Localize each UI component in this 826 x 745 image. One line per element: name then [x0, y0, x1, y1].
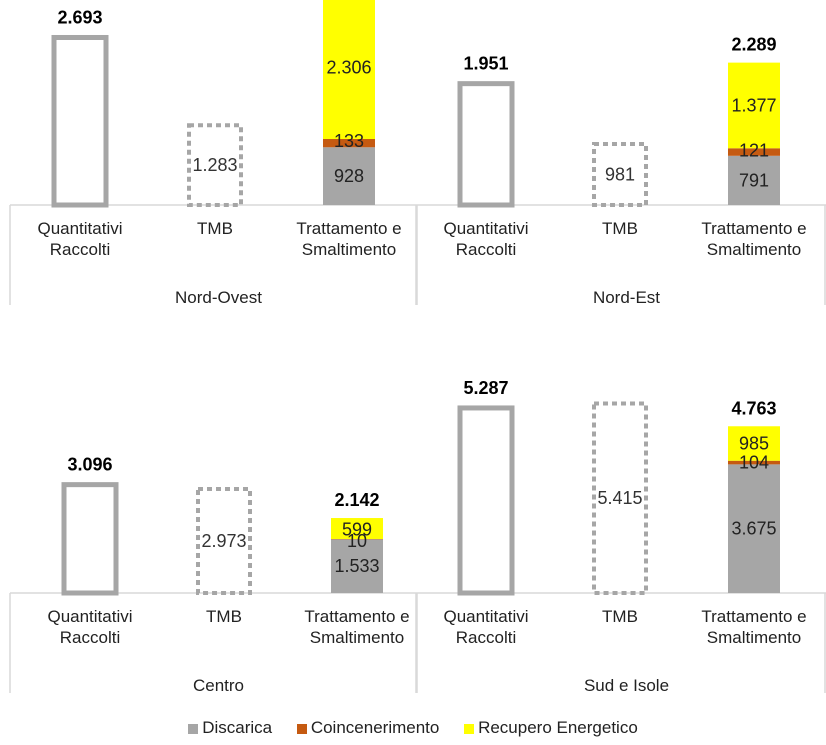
region-label-nord-est: Nord-Est [593, 288, 660, 307]
category-label-quantitativi-raccolti-nord-ovest: Raccolti [50, 240, 110, 259]
chart-svg: 2.6931.2839281332.3063.367QuantitativiRa… [9, 0, 826, 695]
data-label-total-nord-est: 2.289 [731, 35, 776, 55]
data-label-recupero-energetico-nord-ovest: 2.306 [326, 57, 371, 77]
bar-quantitativi-sud-e-isole [457, 405, 515, 596]
bar-segment-discarica-nord-est [728, 155, 780, 205]
bar-segment-recupero-energetico-sud-e-isole [728, 426, 780, 461]
data-label-total-sud-e-isole: 4.763 [731, 398, 776, 418]
bar-quantitativi-centro [61, 482, 119, 596]
legend-label-recupero-energetico: Recupero Energetico [478, 718, 638, 737]
category-label-trattamento-e-smaltimento-centro: Trattamento e [304, 607, 409, 626]
data-label-quantitativi-nord-est: 1.951 [463, 54, 508, 74]
category-label-quantitativi-raccolti-nord-est: Raccolti [456, 240, 516, 259]
chart-legend: Discarica Coincenerimento Recupero Energ… [0, 718, 826, 738]
data-label-coincenerimento-nord-est: 121 [739, 140, 769, 160]
bar-segment-coincenerimento-nord-est [728, 148, 780, 156]
category-label-tmb-sud-e-isole: TMB [602, 607, 638, 626]
bar-segment-discarica-nord-ovest [323, 147, 375, 205]
data-label-tmb-nord-est: 981 [605, 164, 635, 184]
bar-segment-coincenerimento-sud-e-isole [728, 460, 780, 465]
bar-segment-discarica-centro [331, 539, 383, 593]
region-label-nord-ovest: Nord-Ovest [175, 288, 262, 307]
bar-segment-recupero-energetico-nord-est [728, 62, 780, 149]
data-label-tmb-nord-ovest: 1.283 [192, 155, 237, 175]
data-label-total-centro: 2.142 [334, 490, 379, 510]
category-label-tmb-nord-est: TMB [602, 219, 638, 238]
bar-segment-coincenerimento-nord-ovest [323, 139, 375, 148]
data-label-recupero-energetico-nord-est: 1.377 [731, 95, 776, 115]
legend-label-coincenerimento: Coincenerimento [310, 718, 440, 737]
bar-segment-recupero-energetico-centro [331, 518, 383, 539]
bar-quantitativi-nord-ovest [51, 34, 109, 208]
data-label-discarica-nord-est: 791 [739, 170, 769, 190]
bar-segment-recupero-energetico-nord-ovest [323, 0, 375, 140]
category-label-trattamento-e-smaltimento-nord-est: Trattamento e [701, 219, 806, 238]
bar-tmb-sud-e-isole [592, 401, 648, 595]
data-label-quantitativi-sud-e-isole: 5.287 [463, 378, 508, 398]
category-label-trattamento-e-smaltimento-centro: Smaltimento [310, 628, 404, 647]
legend-item-recupero-energetico: Recupero Energetico [464, 718, 638, 738]
data-label-coincenerimento-nord-ovest: 133 [334, 131, 364, 151]
data-label-discarica-sud-e-isole: 3.675 [731, 519, 776, 539]
data-label-coincenerimento-sud-e-isole: 104 [739, 453, 769, 473]
legend-label-discarica: Discarica [202, 718, 273, 737]
category-label-quantitativi-raccolti-sud-e-isole: Quantitativi [443, 607, 528, 626]
region-label-sud-e-isole: Sud e Isole [584, 676, 669, 695]
category-label-quantitativi-raccolti-centro: Raccolti [60, 628, 120, 647]
data-label-tmb-sud-e-isole: 5.415 [597, 488, 642, 508]
legend-swatch-discarica [188, 724, 199, 734]
category-label-trattamento-e-smaltimento-nord-est: Smaltimento [707, 240, 801, 259]
category-label-trattamento-e-smaltimento-sud-e-isole: Trattamento e [701, 607, 806, 626]
data-label-recupero-energetico-sud-e-isole: 985 [739, 433, 769, 453]
bar-segment-discarica-sud-e-isole [728, 464, 780, 593]
bar-tmb-centro [196, 486, 252, 596]
data-label-coincenerimento-centro: 10 [347, 531, 367, 551]
data-label-tmb-centro: 2.973 [201, 531, 246, 551]
legend-item-discarica: Discarica [188, 718, 272, 738]
category-label-trattamento-e-smaltimento-sud-e-isole: Smaltimento [707, 628, 801, 647]
category-label-quantitativi-raccolti-nord-ovest: Quantitativi [37, 219, 122, 238]
bar-tmb-nord-est [592, 141, 648, 207]
category-label-quantitativi-raccolti-nord-est: Quantitativi [443, 219, 528, 238]
legend-swatch-coincenerimento [296, 724, 307, 734]
legend-item-coincenerimento: Coincenerimento [296, 718, 440, 738]
region-label-centro: Centro [193, 676, 244, 695]
bar-tmb-nord-ovest [187, 123, 243, 207]
category-label-trattamento-e-smaltimento-nord-ovest: Trattamento e [296, 219, 401, 238]
bar-quantitativi-nord-est [457, 81, 515, 208]
category-label-tmb-centro: TMB [206, 607, 242, 626]
data-label-quantitativi-nord-ovest: 2.693 [57, 7, 102, 27]
category-label-quantitativi-raccolti-sud-e-isole: Raccolti [456, 628, 516, 647]
data-label-discarica-nord-ovest: 928 [334, 166, 364, 186]
data-label-recupero-energetico-centro: 599 [342, 520, 372, 540]
category-label-trattamento-e-smaltimento-nord-ovest: Smaltimento [302, 240, 396, 259]
category-label-quantitativi-raccolti-centro: Quantitativi [47, 607, 132, 626]
data-label-quantitativi-centro: 3.096 [67, 455, 112, 475]
data-label-discarica-centro: 1.533 [334, 556, 379, 576]
legend-swatch-recupero-energetico [464, 724, 475, 734]
category-label-tmb-nord-ovest: TMB [197, 219, 233, 238]
